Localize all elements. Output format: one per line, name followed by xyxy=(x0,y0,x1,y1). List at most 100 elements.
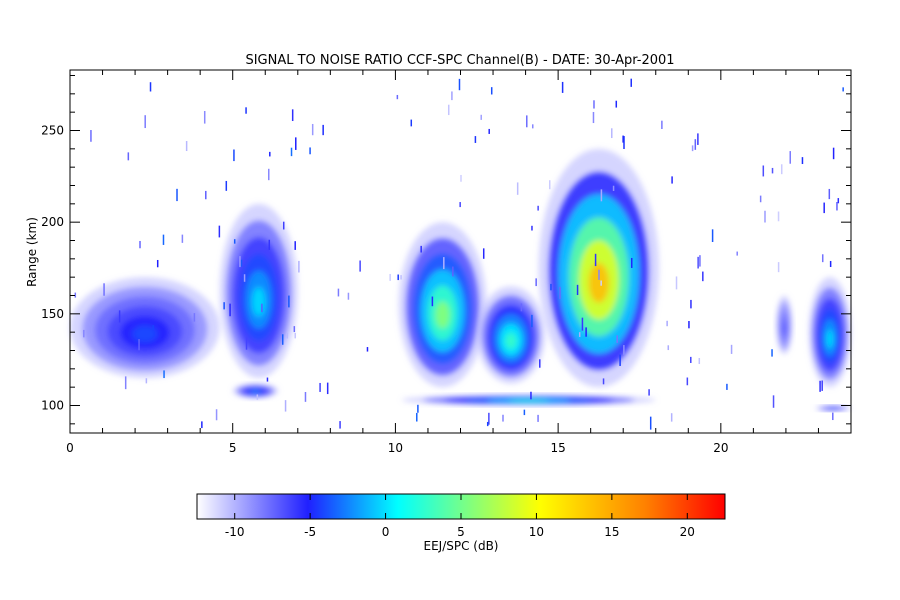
colorbar-tick-label: 20 xyxy=(680,525,695,539)
y-tick-label: 250 xyxy=(41,124,64,138)
echo-contour xyxy=(588,263,609,303)
noise-speckle xyxy=(690,356,692,363)
y-tick-label: 100 xyxy=(41,399,64,413)
noise-speckle xyxy=(459,202,461,208)
noise-speckle xyxy=(286,332,289,339)
noise-speckle xyxy=(531,314,533,328)
noise-speckle xyxy=(482,248,485,259)
noise-speckle xyxy=(686,377,689,386)
noise-speckle xyxy=(293,326,296,333)
echo-contour xyxy=(251,390,260,394)
noise-speckle xyxy=(261,303,263,313)
echo-region xyxy=(808,277,851,388)
noise-speckle xyxy=(451,91,453,101)
noise-speckle xyxy=(322,124,324,136)
echo-region xyxy=(219,203,298,378)
noise-speckle xyxy=(176,188,178,202)
noise-speckle xyxy=(458,78,461,91)
noise-speckle xyxy=(600,189,603,202)
noise-speckle xyxy=(688,321,690,329)
colorbar-label: EEJ/SPC (dB) xyxy=(423,539,498,553)
echo-region xyxy=(476,286,546,384)
noise-speckle xyxy=(420,245,422,253)
noise-speckle xyxy=(832,412,834,421)
noise-speckle xyxy=(282,221,285,230)
noise-speckle xyxy=(163,370,165,379)
plot-area: 0 5 10 15 20 100 150 200 250 xyxy=(41,69,852,455)
noise-speckle xyxy=(675,276,678,290)
noise-speckle xyxy=(502,414,504,422)
noise-speckle xyxy=(842,87,844,92)
noise-speckle xyxy=(623,136,625,149)
noise-speckle xyxy=(311,123,314,136)
noise-speckle xyxy=(124,376,127,390)
noise-speckle xyxy=(256,394,259,400)
noise-speckle xyxy=(762,165,765,177)
noise-speckle xyxy=(396,94,399,100)
colorbar-tick-label: 0 xyxy=(382,525,390,539)
noise-speckle xyxy=(666,320,668,327)
noise-speckle xyxy=(630,78,632,87)
noise-speckle xyxy=(691,145,694,152)
noise-speckle xyxy=(585,327,587,337)
noise-speckle xyxy=(431,296,434,307)
x-tick-label: 10 xyxy=(388,441,403,455)
noise-speckle xyxy=(667,345,670,351)
noise-speckle xyxy=(347,292,350,300)
noise-speckle xyxy=(294,332,296,339)
noise-speckle xyxy=(144,115,146,129)
noise-speckle xyxy=(836,202,838,211)
noise-speckle xyxy=(400,275,402,280)
noise-speckle xyxy=(281,334,284,345)
echo-contour xyxy=(507,399,550,403)
noise-speckle xyxy=(694,139,697,150)
noise-speckle xyxy=(225,180,228,191)
noise-speckle xyxy=(295,137,297,150)
noise-speckle xyxy=(661,120,663,129)
noise-speckle xyxy=(389,273,391,281)
noise-speckle xyxy=(821,254,824,263)
noise-speckle xyxy=(149,82,152,92)
echo-contour xyxy=(132,325,158,343)
echo-region xyxy=(232,383,279,399)
speckle-layer xyxy=(74,78,844,430)
noise-speckle xyxy=(630,257,633,268)
noise-speckle xyxy=(480,114,482,120)
echo-region xyxy=(70,277,220,379)
noise-speckle xyxy=(539,359,541,368)
noise-speckle xyxy=(193,313,196,322)
noise-speckle xyxy=(233,239,236,244)
noise-speckle xyxy=(829,260,832,268)
noise-speckle xyxy=(359,260,361,272)
noise-speckle xyxy=(561,81,564,93)
noise-speckle xyxy=(309,147,311,155)
noise-speckle xyxy=(460,174,462,182)
noise-speckle xyxy=(127,152,130,161)
noise-speckle xyxy=(699,255,701,267)
noise-speckle xyxy=(801,157,804,165)
colorbar-tick-label: -10 xyxy=(225,525,245,539)
noise-speckle xyxy=(581,317,584,331)
noise-speckle xyxy=(74,292,77,298)
noise-speckle xyxy=(290,147,293,157)
noise-speckle xyxy=(698,357,701,365)
x-axis: 0 5 10 15 20 xyxy=(66,70,852,455)
noise-speckle xyxy=(526,115,528,128)
noise-speckle xyxy=(622,135,624,143)
noise-speckle xyxy=(294,241,296,250)
noise-speckle xyxy=(516,182,519,195)
echo-region xyxy=(401,394,656,406)
noise-speckle xyxy=(537,205,539,211)
noise-speckle xyxy=(474,136,477,143)
noise-speckle xyxy=(215,409,218,421)
noise-speckle xyxy=(780,164,783,175)
noise-speckle xyxy=(245,336,248,350)
noise-speckle xyxy=(531,225,533,231)
noise-speckle xyxy=(771,349,773,357)
y-axis-label: Range (km) xyxy=(25,217,39,287)
noise-speckle xyxy=(593,100,595,109)
noise-speckle xyxy=(598,269,600,280)
colorbar-tick-label: 15 xyxy=(604,525,619,539)
noise-speckle xyxy=(690,299,692,309)
noise-speckle xyxy=(649,416,652,430)
